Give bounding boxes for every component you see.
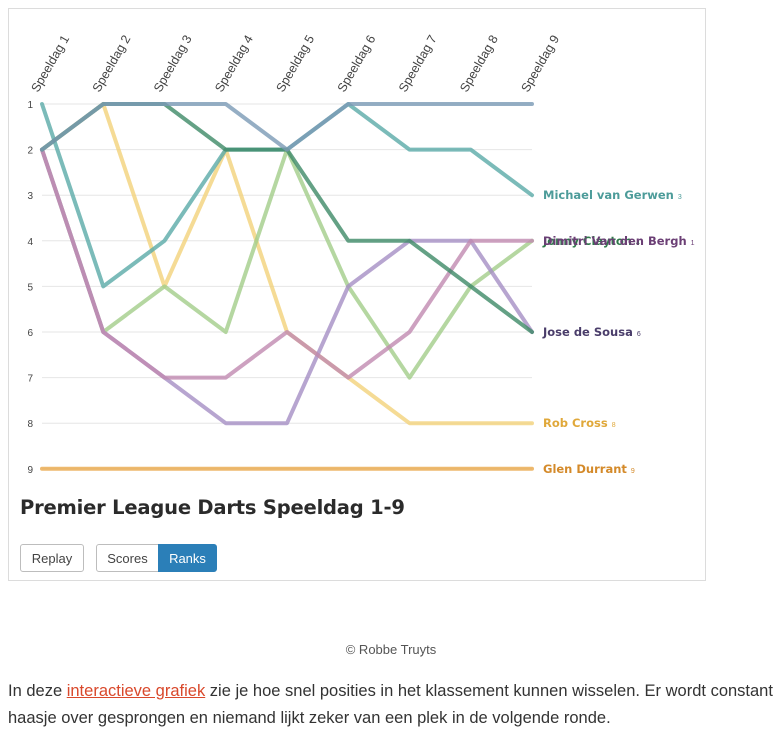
y-tick-label: 4 — [27, 237, 33, 248]
scores-toggle-button[interactable]: Scores — [96, 544, 159, 572]
chart-card: 1 2 3 4 5 6 7 8 9 Speeldag 1 Speeldag 2 Speeldag 3 S… — [8, 8, 706, 581]
article-paragraph: In deze interactieve grafiek zie je hoe … — [8, 678, 778, 732]
y-tick-label: 5 — [27, 282, 33, 293]
x-tick-label: Speeldag 3 — [151, 33, 195, 95]
image-credit: © Robbe Truyts — [345, 642, 437, 657]
x-tick-label: Speeldag 2 — [90, 33, 134, 95]
series-end-label: Dimitri Van den Bergh — [543, 234, 687, 248]
series-end-rank: 8 — [612, 422, 616, 429]
y-tick-label: 7 — [27, 374, 33, 385]
chart-title: Premier League Darts Speeldag 1-9 — [20, 496, 405, 519]
series-end-label: Rob Cross — [543, 416, 608, 430]
series-end-label: Jonny Clayton — [542, 234, 632, 248]
x-tick-label: Speeldag 9 — [518, 33, 562, 95]
y-tick-label: 8 — [27, 419, 33, 430]
y-tick-label: 3 — [27, 191, 33, 202]
x-tick-label: Speeldag 5 — [273, 33, 317, 95]
series-end-rank: 3 — [678, 194, 682, 201]
paragraph-text-after: zie je hoe snel posities in het klasseme… — [8, 682, 773, 727]
x-tick-label: Speeldag 1 — [28, 33, 72, 95]
x-tick-label: Speeldag 7 — [396, 33, 440, 95]
series-end-rank: 9 — [631, 468, 635, 475]
x-tick-label: Speeldag 8 — [457, 33, 501, 95]
ranks-toggle-button[interactable]: Ranks — [158, 544, 217, 572]
x-tick-label: Speeldag 6 — [335, 33, 379, 95]
series-end-rank: 6 — [637, 331, 641, 338]
y-tick-label: 6 — [27, 328, 33, 339]
rank-chart: 1 2 3 4 5 6 7 8 9 Speeldag 1 Speeldag 2 Speeldag 3 S… — [27, 33, 695, 476]
series-line — [40, 147, 534, 380]
replay-button[interactable]: Replay — [20, 544, 84, 572]
series-end-label: Jose de Sousa — [542, 325, 633, 339]
interactive-chart-link[interactable]: interactieve grafiek — [66, 682, 206, 700]
y-tick-label: 2 — [27, 146, 33, 157]
series-line — [40, 102, 534, 152]
series-end-label: Glen Durrant — [543, 462, 627, 476]
series-end-label: Michael van Gerwen — [543, 188, 674, 202]
paragraph-text-before: In deze — [8, 682, 67, 700]
x-tick-label: Speeldag 4 — [212, 33, 256, 95]
series-end-rank: 4 — [636, 240, 640, 247]
y-tick-label: 9 — [27, 465, 33, 476]
series-end-rank: 1 — [691, 240, 695, 247]
y-tick-label: 1 — [27, 100, 33, 111]
